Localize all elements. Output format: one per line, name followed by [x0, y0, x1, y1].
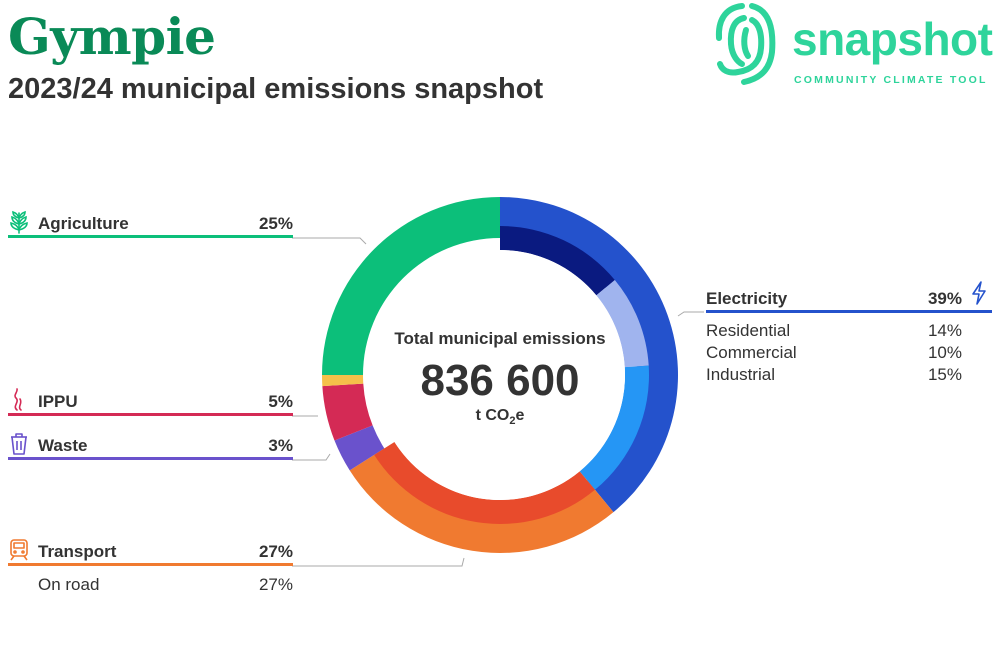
leader-line-agriculture [292, 237, 367, 245]
legend-bar-waste [8, 457, 293, 460]
legend-sub-label-residential: Residential [706, 321, 791, 340]
donut-slice-ippu [322, 383, 373, 441]
snapshot-logo: snapshot COMMUNITY CLIMATE TOOL [712, 0, 1000, 92]
donut-subslice-electricity-1 [596, 280, 649, 368]
leader-line-electricity [677, 311, 704, 317]
legend-value-waste: 3% [268, 436, 293, 455]
page-subtitle: 2023/24 municipal emissions snapshot [8, 73, 544, 105]
wheat-icon [10, 210, 28, 234]
legend-sub-label-commercial: Commercial [706, 343, 797, 362]
legend-bar-ippu [8, 413, 293, 416]
legend-label-ippu: IPPU [38, 392, 78, 411]
legend-sub-label-industrial: Industrial [706, 365, 775, 384]
legend-sub-industrial: Industrial 15% [706, 365, 962, 387]
legend-sub-value-commercial: 10% [927, 343, 962, 362]
fingerprint-swirl-icon [715, 3, 776, 85]
legend-sub-value-industrial: 15% [927, 365, 962, 384]
donut-subslice-electricity-2 [579, 365, 650, 490]
center-total: 836 600 [420, 356, 579, 405]
legend-value-ippu: 5% [268, 392, 293, 411]
center-label: Total municipal emissions [394, 329, 605, 348]
donut-subslice-electricity-0 [500, 226, 615, 296]
leader-lines [292, 237, 704, 567]
legend-agriculture: Agriculture 25% [8, 210, 293, 238]
legend-sub-residential: Residential 14% [706, 321, 962, 343]
legend-sub-value-residential: 14% [927, 321, 962, 340]
legend-value-transport: 27% [258, 542, 293, 561]
donut-slice-waste [334, 425, 385, 471]
legend-ippu: IPPU 5% [8, 388, 293, 416]
legend-value-electricity: 39% [927, 289, 962, 308]
center-unit: t CO2e [476, 407, 525, 427]
legend-sub-label-on-road: On road [38, 575, 100, 594]
lightning-icon [972, 281, 986, 305]
leader-line-waste [292, 453, 331, 461]
logo-wordmark: snapshot [792, 13, 993, 65]
legend-sub-value-on-road: 27% [258, 575, 293, 594]
donut-inner-ring [374, 226, 650, 525]
legend-label-transport: Transport [38, 542, 117, 561]
legend-label-electricity: Electricity [706, 289, 788, 308]
unit-suffix: e [516, 407, 525, 424]
legend-label-waste: Waste [38, 436, 88, 455]
unit-prefix: t CO [476, 407, 510, 424]
logo-tagline: COMMUNITY CLIMATE TOOL [794, 74, 988, 86]
donut-slice-other [322, 375, 364, 387]
donut-slice-transport [349, 448, 614, 553]
donut-hole [375, 250, 625, 500]
smoke-icon [14, 388, 22, 411]
donut-slice-agriculture [322, 197, 500, 375]
legend-bar-agriculture [8, 235, 293, 238]
donut-subslice-transport-0 [374, 441, 595, 525]
legend-value-agriculture: 25% [258, 214, 293, 233]
trash-icon [11, 433, 27, 455]
legend-waste: Waste 3% [8, 433, 293, 460]
legend-bar-transport [8, 563, 293, 566]
legend-sub-commercial: Commercial 10% [706, 343, 962, 365]
legend-transport: Transport 27% [8, 539, 293, 566]
legend-electricity: Electricity 39% [706, 281, 992, 313]
legend-label-agriculture: Agriculture [38, 214, 129, 233]
page-title: Gympie [8, 7, 216, 66]
legend-sub-on-road: On road 27% [38, 575, 293, 597]
legend-bar-electricity [706, 310, 992, 313]
unit-subscript: 2 [509, 415, 515, 427]
leader-line-transport [292, 557, 465, 567]
train-icon [10, 539, 28, 561]
